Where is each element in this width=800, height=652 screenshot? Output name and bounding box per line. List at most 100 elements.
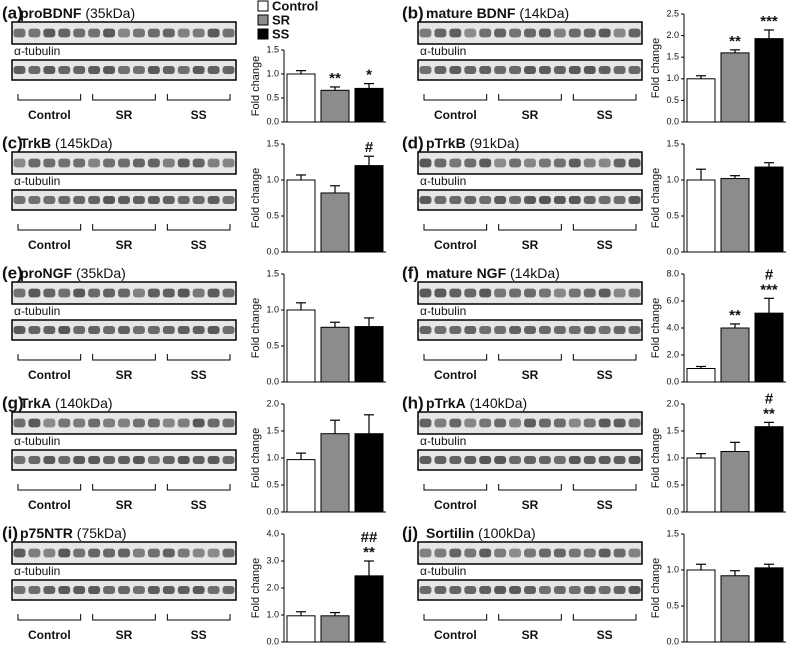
blot-band <box>628 418 641 428</box>
blot-band <box>449 28 462 38</box>
blot-band <box>509 158 522 168</box>
blot-band <box>13 418 26 428</box>
y-tick-label: 0.0 <box>266 246 279 256</box>
bar <box>686 457 716 513</box>
panel-label: (a) <box>2 3 23 22</box>
blot-band <box>434 326 447 334</box>
blot-band <box>207 456 220 464</box>
blot-band <box>118 28 130 38</box>
group-bracket <box>166 224 231 231</box>
group-bracket <box>166 614 231 621</box>
legend-label: SR <box>272 12 291 27</box>
blot-band <box>177 326 190 334</box>
significance-label: *** <box>760 13 778 30</box>
y-tick-label: 2.0 <box>266 582 279 592</box>
blot-band <box>58 28 71 38</box>
blot-band <box>598 288 611 298</box>
blot-band <box>43 288 56 298</box>
loading-label: α-tubulin <box>420 564 466 578</box>
blot-band <box>103 418 116 428</box>
blot-band <box>583 28 596 38</box>
blot <box>11 541 237 565</box>
bar <box>720 52 750 123</box>
group-bracket <box>92 354 156 361</box>
blot-band <box>538 586 551 594</box>
blot-band <box>147 418 160 428</box>
blot-band <box>628 288 641 298</box>
blot-band <box>58 66 71 74</box>
blot-band <box>509 456 522 464</box>
blot-band <box>434 418 447 428</box>
panel-label: (g) <box>2 393 24 412</box>
bar <box>286 615 316 643</box>
y-axis-label: Fold change <box>650 38 662 99</box>
blot-band <box>43 548 56 558</box>
blot-band <box>222 326 235 334</box>
blot <box>417 151 643 175</box>
blot-band <box>449 326 462 334</box>
blot-band <box>28 326 41 334</box>
blot-band <box>598 456 611 464</box>
blot-band <box>58 326 71 334</box>
blot-band <box>103 326 116 334</box>
blot-band <box>613 586 626 594</box>
group-label: SS <box>597 368 613 382</box>
blot-band <box>177 548 190 558</box>
y-tick-label: 1.5 <box>266 138 279 148</box>
blot-band <box>132 288 145 298</box>
bar <box>686 569 716 643</box>
blot-band <box>118 586 130 594</box>
blot <box>11 21 237 45</box>
blot-band <box>494 288 507 298</box>
bar <box>720 451 750 513</box>
blot-band <box>192 288 205 298</box>
blot-band <box>479 586 492 594</box>
bar <box>286 309 316 383</box>
blot-band <box>464 586 477 594</box>
blot <box>11 281 237 305</box>
blot <box>11 319 237 341</box>
blot-band <box>13 548 26 558</box>
blot-band <box>449 66 462 74</box>
blot-band <box>103 288 116 298</box>
blot-band <box>132 456 145 464</box>
blot-title: Sortilin (100kDa) <box>426 525 536 541</box>
blot-band <box>28 456 41 464</box>
blot-band <box>58 548 71 558</box>
blot-band <box>598 66 611 74</box>
blot-band <box>88 288 101 298</box>
blot-band <box>58 456 71 464</box>
blot-band <box>434 548 447 558</box>
bar <box>720 575 750 643</box>
blot-band <box>628 28 641 38</box>
blot-band <box>13 196 26 204</box>
protein-name: TrkA <box>20 395 51 411</box>
blot <box>417 411 643 435</box>
blot-band <box>147 548 160 558</box>
blot-band <box>494 196 507 204</box>
blot-band <box>177 418 190 428</box>
blot-band <box>192 456 205 464</box>
bar <box>720 178 750 253</box>
blot-band <box>73 196 86 204</box>
blot-band <box>419 288 432 298</box>
blot-band <box>509 288 522 298</box>
y-tick-label: 1.5 <box>666 425 679 435</box>
group-label: SR <box>522 368 539 382</box>
blot-band <box>524 196 536 204</box>
protein-size: (35kDa) <box>76 265 126 281</box>
group-bracket <box>92 614 156 621</box>
blot-band <box>13 158 26 168</box>
blot-band <box>103 586 116 594</box>
blot-band <box>524 288 536 298</box>
y-tick-label: 0.0 <box>666 636 679 646</box>
blot-band <box>88 586 101 594</box>
y-tick-label: 0.5 <box>266 92 279 102</box>
bar <box>354 575 384 643</box>
blot-band <box>464 196 477 204</box>
blot-band <box>103 196 116 204</box>
panel-label: (j) <box>402 523 418 542</box>
y-tick-label: 0.5 <box>266 210 279 220</box>
blot-band <box>449 158 462 168</box>
protein-size: (14kDa) <box>510 265 560 281</box>
